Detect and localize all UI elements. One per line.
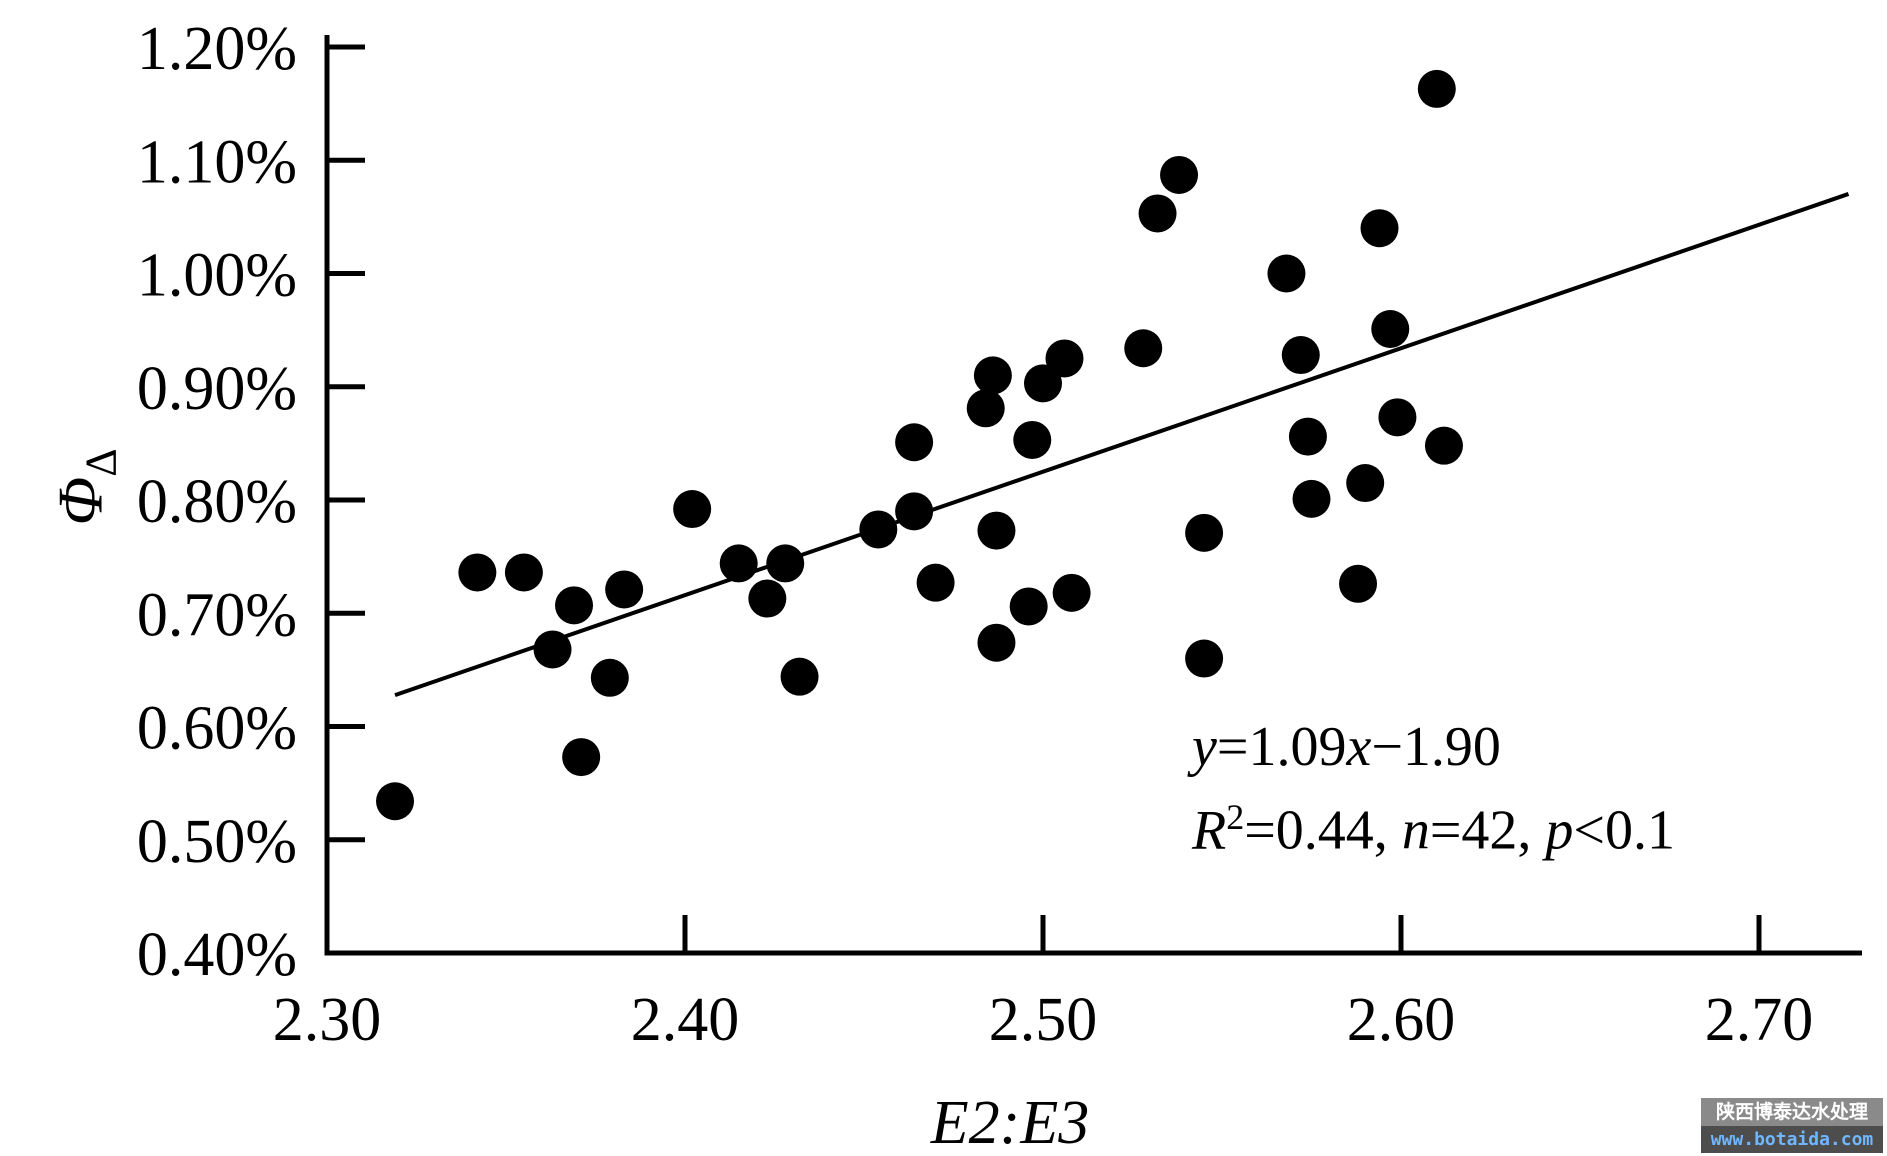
data-point [895, 492, 934, 531]
y-tick-label: 1.00% [137, 242, 297, 310]
data-point [916, 563, 955, 602]
data-point [1138, 194, 1177, 233]
x-tick-label: 2.70 [1705, 986, 1814, 1054]
x-tick-label: 2.30 [273, 986, 382, 1054]
y-tick-label: 0.50% [137, 808, 297, 876]
data-point [1281, 336, 1320, 375]
data-point [1267, 254, 1306, 293]
y-tick-label: 0.40% [137, 921, 297, 989]
data-point [859, 510, 898, 549]
data-point [555, 586, 594, 625]
data-point [673, 490, 712, 529]
data-point [1292, 479, 1331, 518]
x-tick-label: 2.50 [989, 986, 1098, 1054]
data-point [966, 389, 1005, 428]
data-point [376, 782, 415, 821]
y-axis-title-symbol: Φ [44, 476, 116, 526]
data-point [458, 553, 497, 592]
data-point [1124, 329, 1163, 368]
data-point [1013, 420, 1052, 459]
data-point [1346, 464, 1385, 503]
data-point [1417, 69, 1456, 108]
data-point [1185, 513, 1224, 552]
data-point [719, 544, 758, 583]
data-point [1185, 639, 1224, 678]
data-point [1360, 209, 1399, 248]
y-tick-label: 1.10% [137, 128, 297, 196]
watermark-company-name: 陕西博泰达水处理 [1701, 1098, 1883, 1126]
regression-annotation: y=1.09x−1.90 R2=0.44, n=42, p<0.1 [1192, 712, 1675, 866]
data-point [973, 356, 1012, 395]
x-tick-label: 2.40 [631, 986, 740, 1054]
data-point [895, 423, 934, 462]
data-point [1288, 417, 1327, 456]
y-axis-title: ΦΔ [44, 448, 127, 525]
data-point [533, 630, 572, 669]
regression-stats: R2=0.44, n=42, p<0.1 [1192, 797, 1675, 862]
watermark-badge: 陕西博泰达水处理 www.botaida.com [1701, 1098, 1883, 1153]
data-point [562, 738, 601, 777]
data-point [1378, 398, 1417, 437]
data-point [1424, 426, 1463, 465]
data-point [766, 544, 805, 583]
data-point [748, 579, 787, 618]
y-tick-label: 0.80% [137, 468, 297, 536]
x-tick-label: 2.60 [1347, 986, 1456, 1054]
data-point [780, 657, 819, 696]
watermark-url: www.botaida.com [1701, 1126, 1883, 1153]
data-point [1339, 564, 1378, 603]
y-axis-title-subscript: Δ [76, 448, 126, 477]
data-point [1045, 339, 1084, 378]
y-tick-label: 0.90% [137, 355, 297, 423]
data-point [977, 623, 1016, 662]
x-axis-title: E2:E3 [930, 1089, 1090, 1156]
data-point [977, 511, 1016, 550]
trend-line [394, 192, 1850, 698]
y-tick-label: 0.70% [137, 581, 297, 649]
data-point [1371, 309, 1410, 348]
data-point [504, 553, 543, 592]
data-point [1160, 155, 1199, 194]
data-point [1009, 587, 1048, 626]
y-tick-label: 0.60% [137, 695, 297, 763]
y-tick-label: 1.20% [137, 15, 297, 83]
data-point [590, 658, 629, 697]
data-point [1024, 364, 1062, 403]
data-point [1052, 573, 1091, 612]
regression-equation: y=1.09x−1.90 [1192, 716, 1501, 778]
data-point [605, 570, 644, 609]
